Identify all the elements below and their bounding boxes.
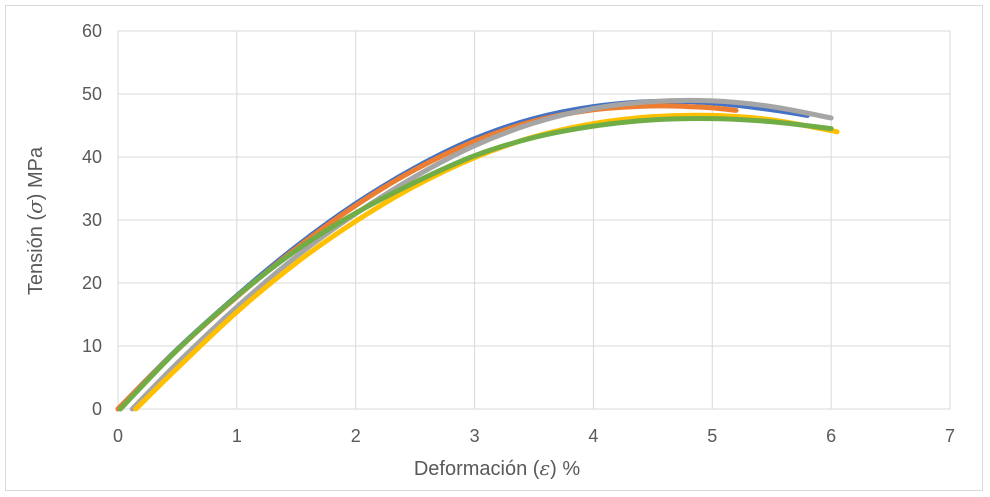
x-tick-label: 5 [707, 426, 717, 446]
y-tick-label: 10 [82, 336, 102, 356]
y-tick-label: 30 [82, 210, 102, 230]
x-tick-label: 3 [470, 426, 480, 446]
y-axis-title: Tensión (σ) MPa [23, 146, 47, 295]
y-tick-label: 50 [82, 84, 102, 104]
series-line-2 [115, 103, 739, 412]
x-tick-label: 4 [588, 426, 598, 446]
x-tick-label: 1 [232, 426, 242, 446]
y-tick-label: 0 [92, 399, 102, 419]
grid-lines [117, 30, 951, 410]
y-tick-label: 60 [82, 21, 102, 41]
tick-labels: 0 10 20 30 40 50 60 0 1 2 3 4 5 6 7 [82, 21, 955, 446]
x-tick-label: 7 [945, 426, 955, 446]
x-tick-label: 6 [826, 426, 836, 446]
data-series [115, 97, 840, 412]
y-tick-label: 40 [82, 147, 102, 167]
x-axis-title: Deformación (ε) % [414, 456, 581, 480]
x-tick-label: 2 [351, 426, 361, 446]
series-line-5 [117, 115, 834, 412]
series-line-3 [129, 97, 834, 412]
series-line-4 [133, 112, 840, 412]
y-tick-label: 20 [82, 273, 102, 293]
x-tick-label: 0 [113, 426, 123, 446]
chart-frame [5, 5, 983, 491]
